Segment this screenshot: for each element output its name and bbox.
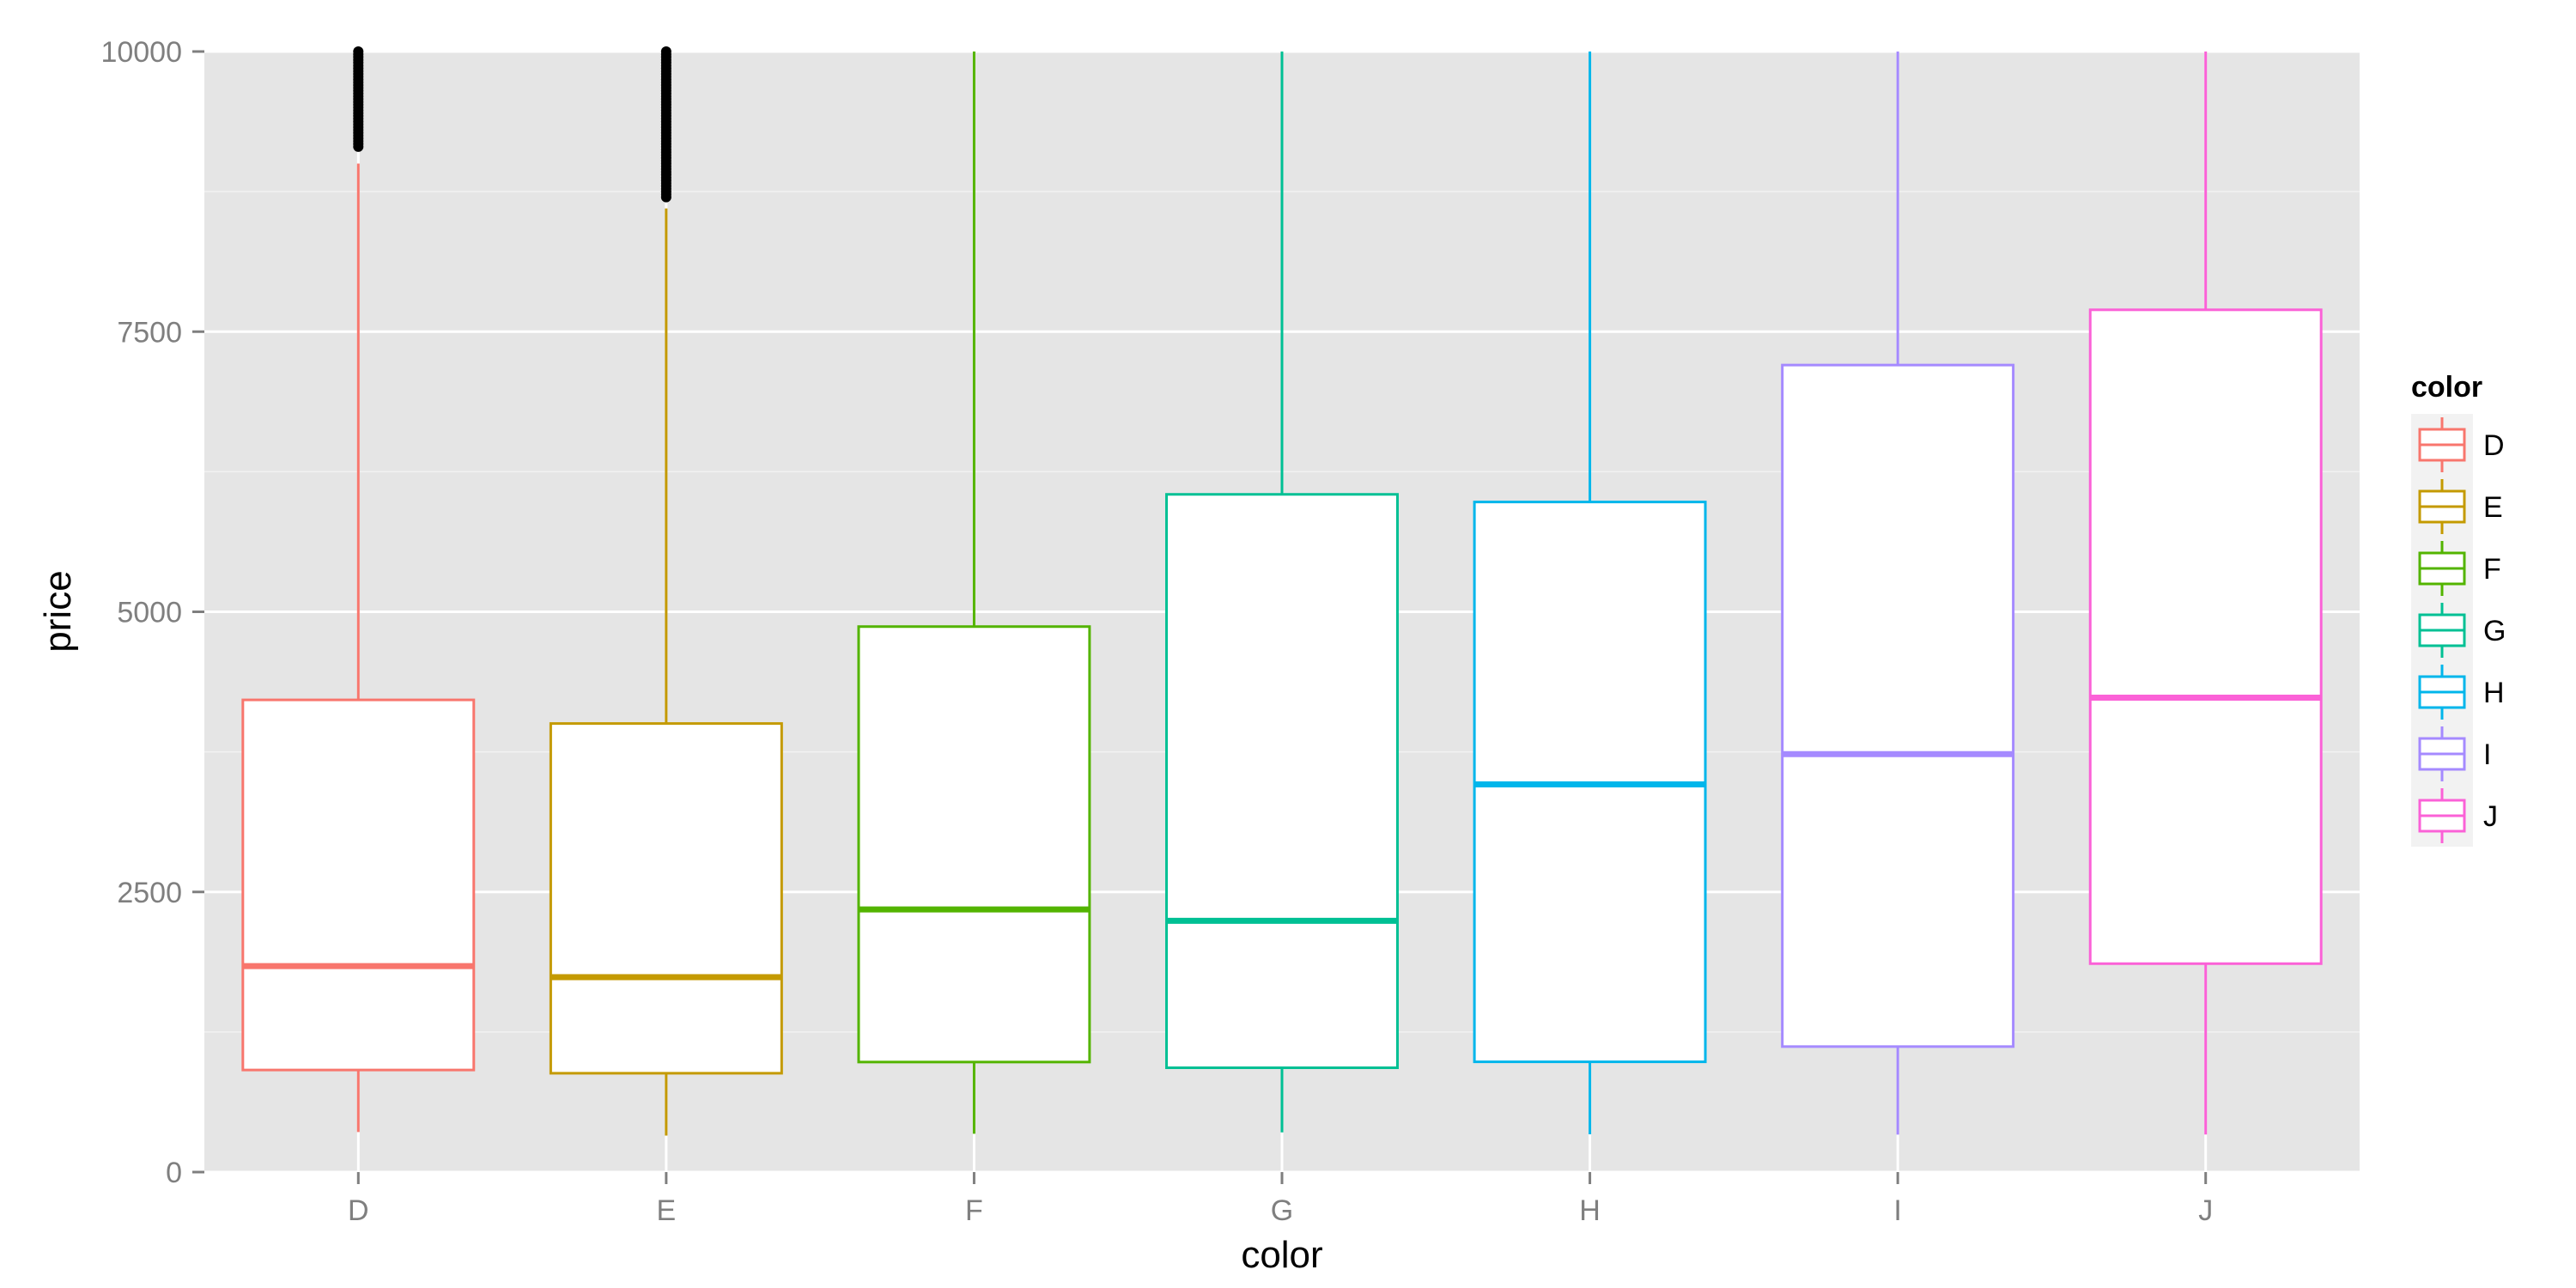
- legend-label: I: [2483, 738, 2491, 771]
- legend-label: G: [2483, 615, 2506, 647]
- x-tick-label: H: [1579, 1194, 1601, 1227]
- legend-item-J: J: [2418, 788, 2498, 843]
- box-E: [549, 46, 783, 1136]
- legend-label: D: [2483, 429, 2505, 462]
- box-D: [241, 46, 476, 1133]
- legend-label: H: [2483, 677, 2505, 709]
- y-axis-title: price: [37, 570, 79, 652]
- box-iqr: [549, 722, 783, 1075]
- x-tick-label: G: [1271, 1194, 1293, 1227]
- legend-item-H: H: [2418, 665, 2505, 720]
- x-tick-label: D: [348, 1194, 369, 1227]
- box-iqr: [1165, 493, 1399, 1070]
- legend-label: F: [2483, 553, 2501, 586]
- box-G: [1165, 52, 1399, 1133]
- legend-item-G: G: [2418, 603, 2506, 658]
- legend-item-E: E: [2418, 479, 2503, 534]
- y-tick-label: 10000: [100, 36, 182, 69]
- box-iqr: [1781, 363, 2015, 1048]
- box-F: [857, 52, 1091, 1134]
- legend-title: color: [2411, 371, 2482, 404]
- y-tick-label: 7500: [117, 316, 182, 349]
- legend-item-F: F: [2418, 541, 2501, 596]
- legend-item-I: I: [2418, 726, 2491, 781]
- box-iqr: [241, 698, 476, 1072]
- x-axis-title: color: [1241, 1234, 1322, 1276]
- legend-item-D: D: [2418, 417, 2505, 472]
- legend-label: J: [2483, 800, 2498, 833]
- y-tick-label: 2500: [117, 877, 182, 909]
- boxes: [241, 46, 2323, 1136]
- y-tick-label: 5000: [117, 597, 182, 629]
- legend-label: E: [2483, 491, 2503, 524]
- x-tick-label: I: [1893, 1194, 1901, 1227]
- box-I: [1781, 52, 2015, 1135]
- y-tick-label: 0: [166, 1157, 182, 1189]
- box-iqr: [857, 625, 1091, 1064]
- outlier-point: [660, 46, 671, 57]
- box-H: [1473, 52, 1707, 1135]
- axes: 0 2500 5000 7500 10000 D E F G H I J: [100, 36, 2213, 1227]
- x-tick-label: E: [657, 1194, 677, 1227]
- x-tick-label: F: [965, 1194, 983, 1227]
- box-J: [2088, 52, 2323, 1135]
- x-tick-label: J: [2198, 1194, 2213, 1227]
- outlier-point: [353, 46, 364, 57]
- box-iqr: [2088, 308, 2323, 965]
